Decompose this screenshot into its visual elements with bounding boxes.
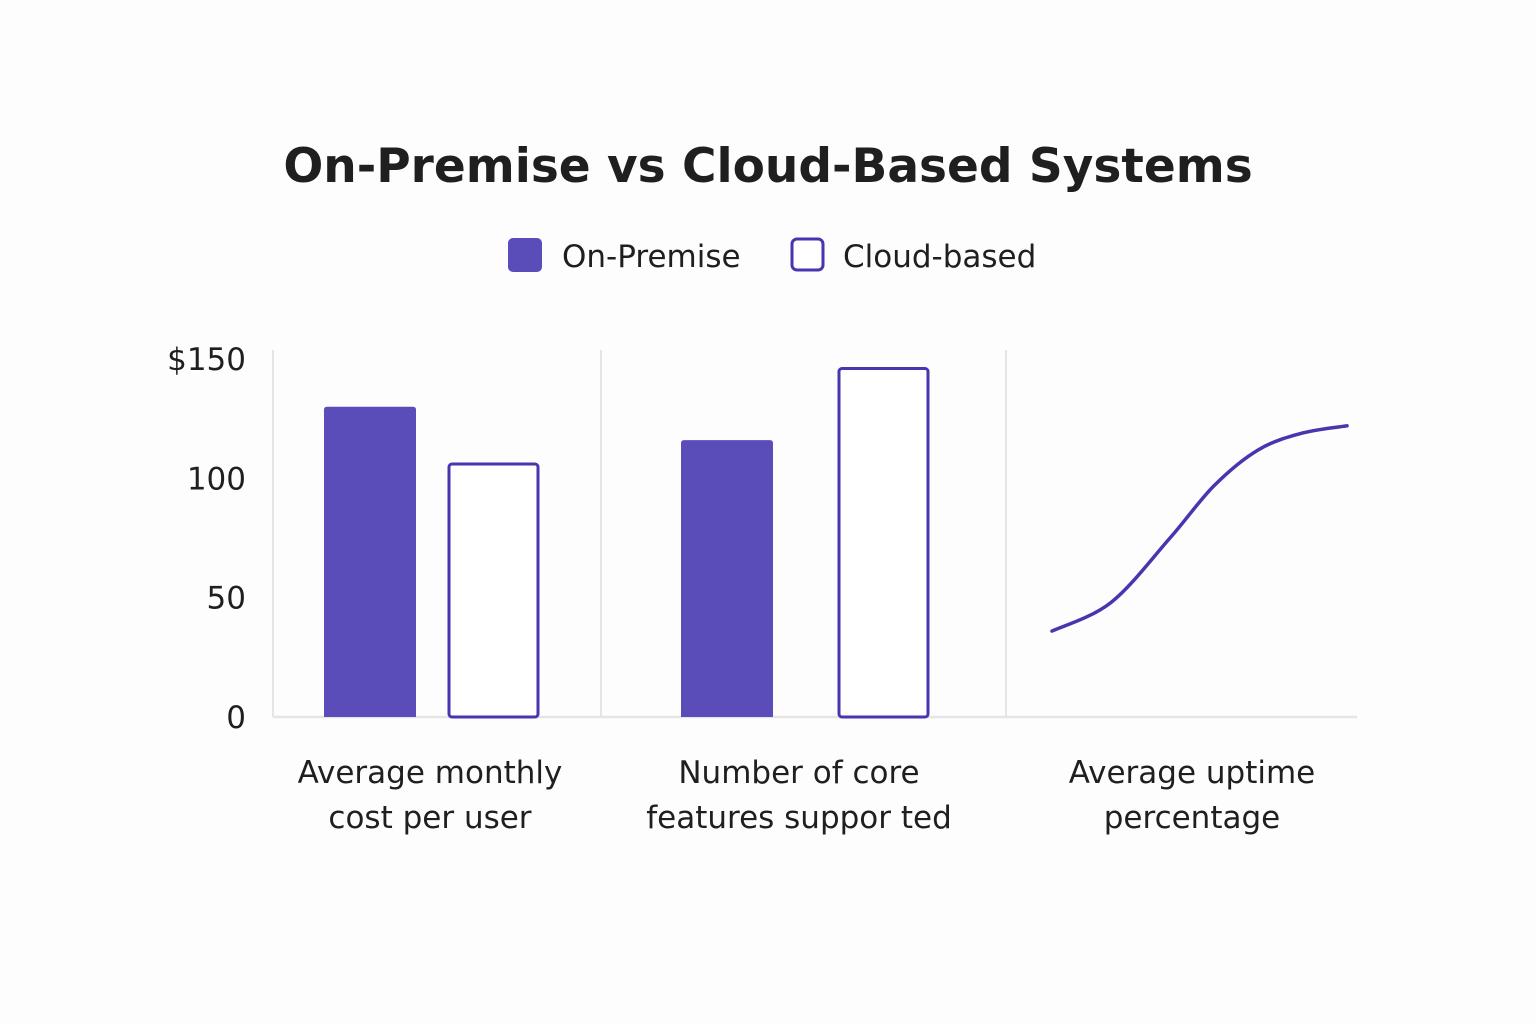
axes [272,350,1357,719]
category-label: percentage [1104,800,1280,836]
legend-swatch-on-premise [508,238,542,272]
y-tick-label: 50 [207,581,246,617]
category-label: Average monthly [298,755,563,791]
y-tick-label: $150 [167,342,246,378]
category-label: Number of core [678,755,919,791]
chart-title: On-Premise vs Cloud-Based Systems [283,139,1252,194]
bar-cloud-based-0 [447,462,540,719]
y-tick-label: 100 [187,461,246,497]
category-label: cost per user [328,800,531,836]
uptime-curve-group [1050,424,1349,633]
legend: On-Premise Cloud-based [508,237,1036,275]
legend-swatch-cloud-based [790,237,825,272]
category-label: features suppor ted [646,800,952,836]
legend-label-on-premise: On-Premise [562,239,741,275]
bar-cloud-based-1 [837,367,930,719]
y-axis-ticks: 0 50 100 $150 [167,342,246,736]
category-label: Average uptime [1069,755,1316,791]
legend-label-cloud-based: Cloud-based [843,239,1036,275]
uptime-curve [1050,424,1349,633]
y-tick-label: 0 [226,700,246,736]
bar-on-premise-0 [324,406,416,717]
category-labels: Average monthly cost per user Number of co… [298,755,1316,836]
bars [324,367,930,719]
bar-on-premise-1 [681,440,773,717]
